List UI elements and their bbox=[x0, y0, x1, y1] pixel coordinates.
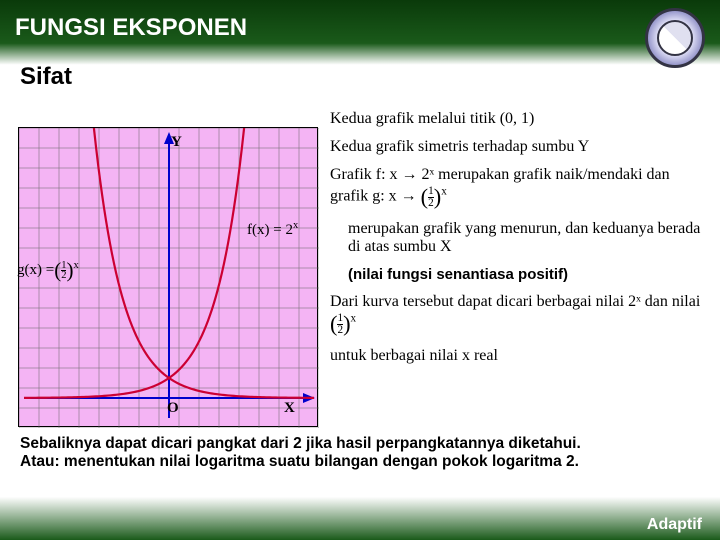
curve-g-label: g(x) =(12)x bbox=[17, 258, 79, 283]
right-column: Kedua grafik melalui titik (0, 1) Kedua … bbox=[330, 102, 702, 427]
slide-title: FUNGSI EKSPONEN bbox=[15, 14, 247, 42]
logo-badge bbox=[645, 8, 705, 68]
text-grafik-f: Grafik f: x → 2ˣ merupakan grafik naik/m… bbox=[330, 166, 702, 210]
footer-brand: Adaptif bbox=[647, 516, 702, 534]
curve-f-label: f(x) = 2x bbox=[247, 220, 298, 239]
graph-panel: Y O X f(x) = 2x g(x) =(12)x bbox=[18, 127, 318, 427]
text-kurva: Dari kurva tersebut dapat dicari berbaga… bbox=[330, 293, 702, 337]
content-row: Y O X f(x) = 2x g(x) =(12)x Kedua grafik… bbox=[0, 97, 720, 427]
origin-label: O bbox=[167, 400, 179, 417]
left-column: Y O X f(x) = 2x g(x) =(12)x bbox=[18, 102, 318, 427]
bottom-text: Sebaliknya dapat dicari pangkat dari 2 j… bbox=[0, 427, 720, 471]
slide-header: FUNGSI EKSPONEN bbox=[0, 0, 720, 55]
logo-inner-icon bbox=[657, 20, 693, 56]
axis-label-x: X bbox=[284, 400, 295, 417]
bottom-line2: Atau: menentukan nilai logaritma suatu b… bbox=[20, 453, 700, 471]
slide-subtitle: Sifat bbox=[20, 63, 720, 91]
text-simetris: Kedua grafik simetris terhadap sumbu Y bbox=[330, 138, 702, 156]
text-menurun: merupakan grafik yang menurun, dan kedua… bbox=[348, 220, 702, 256]
text-positif: (nilai fungsi senantiasa positif) bbox=[348, 266, 702, 283]
text-real: untuk berbagai nilai x real bbox=[330, 347, 702, 365]
bottom-line1: Sebaliknya dapat dicari pangkat dari 2 j… bbox=[20, 435, 700, 453]
axis-label-y: Y bbox=[171, 134, 182, 151]
text-titik: Kedua grafik melalui titik (0, 1) bbox=[330, 110, 702, 128]
